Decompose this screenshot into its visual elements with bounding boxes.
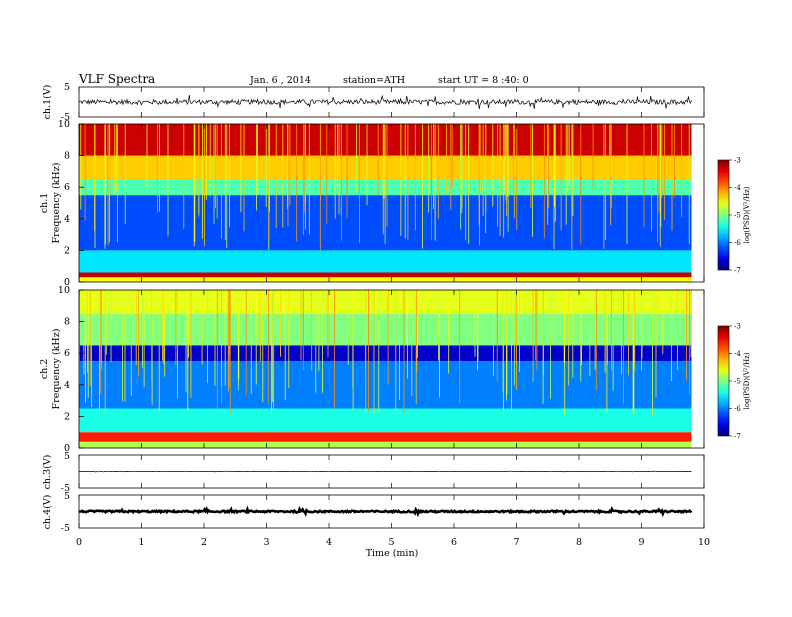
ch1-colorbar: -3 -4 -5 -6 -7 log(PSD)(V²/Hz): [717, 157, 751, 275]
colorbar-tick-label: -6: [734, 239, 741, 247]
ytick-label: 8: [64, 151, 70, 162]
xtick-label: 7: [513, 537, 519, 548]
date-label: Jan. 6 , 2014: [249, 75, 311, 86]
colorbar-tick-label: -4: [734, 350, 741, 358]
ytick-label: 10: [58, 285, 70, 296]
ytick-label: 6: [64, 348, 70, 359]
spectrogram-band: [79, 432, 692, 442]
ytick-label: 4: [64, 380, 70, 391]
ch4-ytick-bottom: -5: [61, 523, 70, 534]
ch3-waveform-trace: [79, 470, 692, 473]
ytick-label: 4: [64, 214, 70, 225]
ch1-channel-label: ch.1: [39, 193, 50, 214]
waveform-line: [78, 505, 693, 518]
xtick-label: 6: [451, 537, 457, 548]
ch3-ytick-bottom: -5: [61, 483, 70, 494]
ch1-spectrogram-yticks: 0 2 4 6 8 10: [58, 119, 84, 288]
xtick-label: 3: [263, 537, 269, 548]
ytick-label: 10: [58, 119, 70, 130]
spectrogram-band: [79, 361, 692, 409]
ytick-label: 2: [64, 411, 70, 422]
colorbar-tick-label: -3: [734, 157, 741, 165]
colorbar-tick-label: -7: [734, 267, 741, 275]
xtick-label: 8: [576, 537, 582, 548]
spectrogram-band: [79, 272, 692, 278]
ch4-ylabel: ch.4(V): [42, 495, 53, 530]
ch3-ytick-top: 5: [64, 451, 70, 462]
ch1-ylabel: ch.1(V): [42, 85, 53, 120]
station-label: station=ATH: [343, 75, 405, 86]
ch1-colorbar-ticks: -3 -4 -5 -6 -7: [729, 157, 741, 275]
ch2-spectrogram-panel: 0 2 4 6 8 10 ch.2 Frequency (kHz): [39, 285, 705, 454]
colorbar-tick-label: -3: [734, 323, 741, 331]
waveform-line: [78, 94, 692, 110]
ch1-colorbar-label: log(PSD)(V²/Hz): [743, 186, 751, 243]
ytick-label: 6: [64, 182, 70, 193]
waveform-line: [79, 470, 692, 473]
ch2-frequency-label: Frequency (kHz): [51, 329, 62, 410]
start-time-label: start UT = 8 :40: 0: [438, 75, 529, 86]
ch1-spectrogram-image: [79, 124, 692, 282]
ytick-label: 0: [64, 443, 70, 454]
spectrogram-band: [79, 441, 692, 448]
figure-title: VLF Spectra: [78, 72, 155, 86]
colorbar-tick-label: -7: [734, 433, 741, 441]
ch2-colorbar: -3 -4 -5 -6 -7 log(PSD)(V²/Hz): [717, 323, 751, 441]
xtick-label: 9: [638, 537, 644, 548]
ch1-colorbar-gradient: [717, 159, 730, 271]
spectrogram-band: [79, 408, 692, 433]
xtick-label: 1: [138, 537, 144, 548]
ch2-colorbar-ticks: -3 -4 -5 -6 -7: [729, 323, 741, 441]
ch1-ytick-bottom: -5: [61, 112, 70, 123]
ytick-label: 0: [64, 277, 70, 288]
xtick-label: 5: [388, 537, 394, 548]
xtick-label: 0: [76, 537, 82, 548]
spectrogram-band: [79, 277, 692, 282]
xtick-label: 10: [698, 537, 710, 548]
colorbar-tick-label: -5: [734, 378, 741, 386]
spectrogram-band: [79, 250, 692, 273]
ch2-spectrogram-yticks: 0 2 4 6 8 10: [58, 285, 84, 454]
colorbar-tick-label: -6: [734, 405, 741, 413]
time-axis-ticks: [78, 87, 705, 528]
colorbar-tick-label: -4: [734, 184, 741, 192]
xtick-label: 2: [201, 537, 207, 548]
ch1-waveform-trace: [78, 94, 692, 110]
ch1-frequency-label: Frequency (kHz): [51, 163, 62, 244]
colorbar-tick-label: -5: [734, 212, 741, 220]
ch1-spectrogram-panel: 0 2 4 6 8 10 ch.1 Frequency (kHz): [39, 119, 705, 288]
ch2-channel-label: ch.2: [39, 359, 50, 380]
time-axis-label: Time (min): [366, 548, 419, 559]
spectrogram-band: [79, 345, 692, 362]
spectrogram-band: [79, 290, 692, 314]
time-axis-tick-labels: 0 1 2 3 4 5 6 7 8 9 10: [76, 537, 710, 548]
ch2-colorbar-label: log(PSD)(V²/Hz): [743, 352, 751, 409]
ch1-ytick-top: 5: [64, 82, 70, 93]
ytick-label: 8: [64, 317, 70, 328]
ch4-ytick-top: 5: [64, 491, 70, 502]
ytick-label: 2: [64, 245, 70, 256]
xtick-label: 4: [326, 537, 332, 548]
ch2-colorbar-gradient: [717, 325, 730, 437]
ch4-waveform-trace: [78, 505, 693, 518]
spectrogram-band: [79, 313, 692, 346]
ch3-ylabel: ch.3(V): [42, 455, 53, 490]
ch2-spectrogram-image: [79, 290, 692, 448]
